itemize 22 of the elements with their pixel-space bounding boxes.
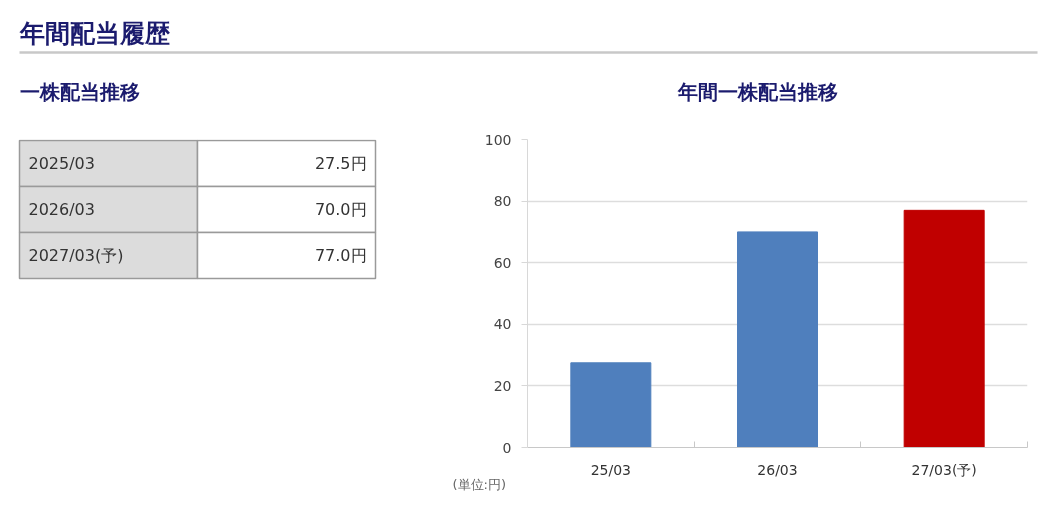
text: 一株配当推移 (19, 79, 140, 104)
bar (903, 209, 985, 448)
chart-title: 年間一株配当推移 (677, 79, 838, 104)
bar (737, 231, 818, 448)
y-tick-label: 40 (493, 316, 512, 333)
bar (570, 362, 652, 448)
text: 27.5円 (314, 154, 367, 173)
category-label: 2025/03 (28, 154, 95, 173)
x-tick-label: 25/03 (590, 461, 632, 478)
x-tick-label: 27/03(予) (911, 461, 977, 478)
category-label: 2026/03 (28, 200, 95, 219)
text: 年間配当履歴 (18, 19, 170, 48)
y-tick-label: 20 (493, 377, 512, 394)
y-tick-label: 100 (484, 131, 512, 148)
y-tick-label: 60 (493, 254, 512, 271)
y-tick-label: 80 (493, 193, 512, 210)
y-tick-label: 0 (502, 439, 512, 456)
text: 77.0円 (314, 246, 367, 265)
category-label: 2027/03(予) (28, 246, 124, 265)
y-axis-title: (単位:円) (452, 476, 507, 492)
text: 70.0円 (314, 200, 367, 219)
x-tick-label: 26/03 (757, 461, 798, 478)
